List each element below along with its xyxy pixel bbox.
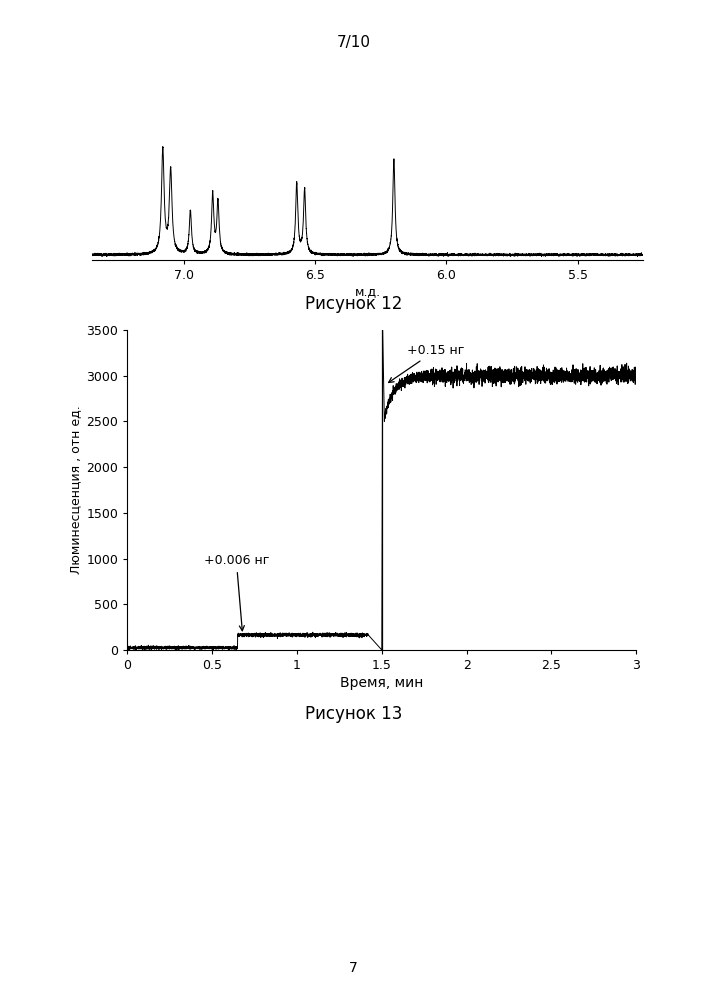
Y-axis label: Люминесценция , отн ед.: Люминесценция , отн ед.	[69, 406, 82, 574]
Text: +0.15 нг: +0.15 нг	[389, 344, 464, 383]
Text: Рисунок 12: Рисунок 12	[305, 295, 402, 313]
X-axis label: м.д.: м.д.	[355, 285, 380, 298]
X-axis label: Время, мин: Время, мин	[340, 676, 423, 690]
Text: 7/10: 7/10	[337, 35, 370, 50]
Text: 7: 7	[349, 961, 358, 975]
Text: Рисунок 13: Рисунок 13	[305, 705, 402, 723]
Text: +0.006 нг: +0.006 нг	[204, 554, 269, 631]
